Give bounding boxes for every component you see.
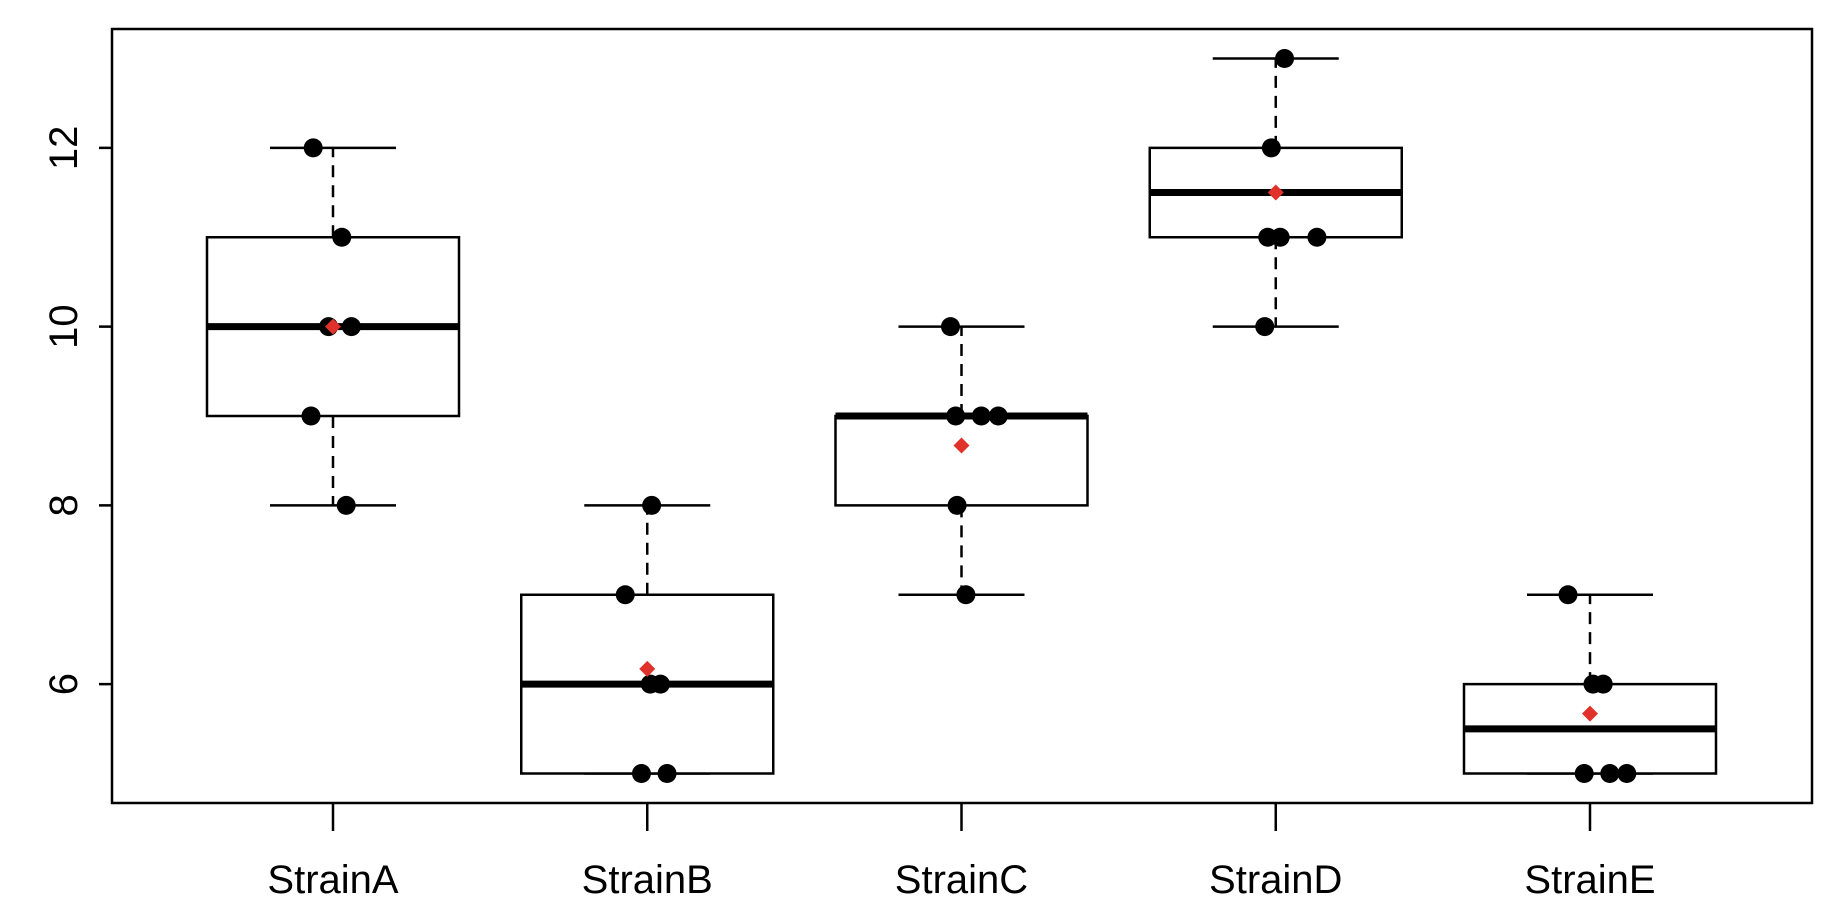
data-point bbox=[341, 317, 361, 337]
data-point bbox=[332, 227, 352, 247]
data-point bbox=[941, 317, 960, 337]
data-point bbox=[1583, 674, 1603, 694]
data-point bbox=[971, 406, 991, 426]
y-tick-label: 12 bbox=[42, 126, 86, 171]
mean-marker bbox=[953, 437, 970, 454]
box-group bbox=[834, 317, 1089, 605]
box-group bbox=[1462, 585, 1718, 784]
data-point bbox=[336, 495, 356, 515]
data-point bbox=[615, 585, 635, 605]
data-point bbox=[1275, 48, 1295, 68]
data-point bbox=[301, 406, 321, 426]
data-point bbox=[1307, 227, 1327, 247]
y-tick-label: 8 bbox=[42, 494, 86, 516]
x-axis: StrainA StrainB StrainC StrainD StrainE bbox=[267, 803, 1656, 902]
mean-marker bbox=[1582, 705, 1598, 722]
data-point bbox=[1600, 764, 1620, 784]
box-group bbox=[205, 138, 461, 515]
mean-marker bbox=[1267, 184, 1284, 201]
y-tick-label: 10 bbox=[42, 304, 86, 349]
boxes-layer bbox=[205, 48, 1718, 784]
data-point bbox=[956, 585, 976, 605]
x-tick-label: StrainA bbox=[267, 858, 398, 902]
data-point bbox=[1617, 764, 1637, 784]
x-tick-label: StrainE bbox=[1524, 858, 1655, 902]
box-iqr bbox=[834, 414, 1089, 507]
data-point bbox=[946, 406, 966, 426]
data-point bbox=[947, 495, 967, 515]
data-point bbox=[1255, 317, 1275, 337]
x-tick-label: StrainD bbox=[1209, 858, 1342, 902]
y-tick-label: 6 bbox=[42, 673, 86, 695]
data-point bbox=[1558, 585, 1578, 605]
mean-marker bbox=[325, 318, 341, 335]
box-group bbox=[520, 495, 775, 784]
data-point bbox=[988, 406, 1008, 426]
data-point bbox=[657, 764, 677, 784]
x-tick-label: StrainC bbox=[895, 858, 1028, 902]
data-point bbox=[1574, 764, 1594, 784]
x-tick-label: StrainB bbox=[582, 858, 713, 902]
box-group bbox=[1148, 48, 1403, 337]
data-point bbox=[1261, 138, 1281, 158]
data-point bbox=[1258, 227, 1278, 247]
data-point bbox=[640, 674, 660, 694]
y-axis: 6 8 10 12 bbox=[42, 126, 112, 695]
data-point bbox=[642, 495, 662, 515]
data-point bbox=[631, 764, 651, 784]
mean-marker bbox=[639, 660, 656, 677]
data-point bbox=[303, 138, 323, 158]
